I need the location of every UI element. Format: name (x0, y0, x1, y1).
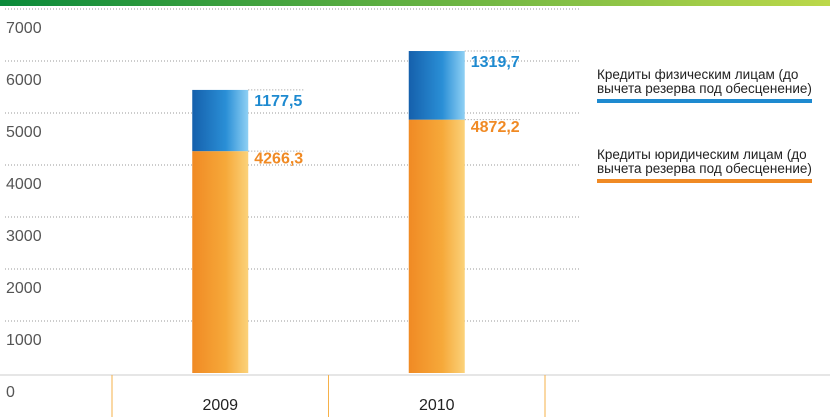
bar-segment (408, 51, 465, 120)
y-tick-label: 6000 (6, 72, 42, 89)
y-tick-label: 0 (6, 384, 15, 401)
bar-segment (408, 119, 465, 373)
value-label: 1177,5 (254, 93, 302, 110)
x-tick-label: 2009 (202, 397, 238, 414)
y-tick-label: 3000 (6, 228, 42, 245)
x-tick-label: 2010 (419, 397, 455, 414)
value-label: 4266,3 (254, 150, 303, 167)
y-tick-label: 4000 (6, 176, 42, 193)
value-label: 1319,7 (471, 54, 520, 71)
y-tick-label: 2000 (6, 280, 42, 297)
bar-segment (192, 89, 249, 152)
bar-segment (192, 151, 249, 373)
y-tick-label: 7000 (6, 20, 42, 37)
top-bar (0, 0, 830, 6)
legend-entry: Кредиты физическим лицам (до вычета резе… (597, 68, 812, 103)
legend-entry: Кредиты юридическим лицам (до вычета рез… (597, 148, 812, 183)
y-tick-label: 1000 (6, 332, 42, 349)
y-tick-label: 5000 (6, 124, 42, 141)
value-label: 4872,2 (471, 119, 520, 136)
